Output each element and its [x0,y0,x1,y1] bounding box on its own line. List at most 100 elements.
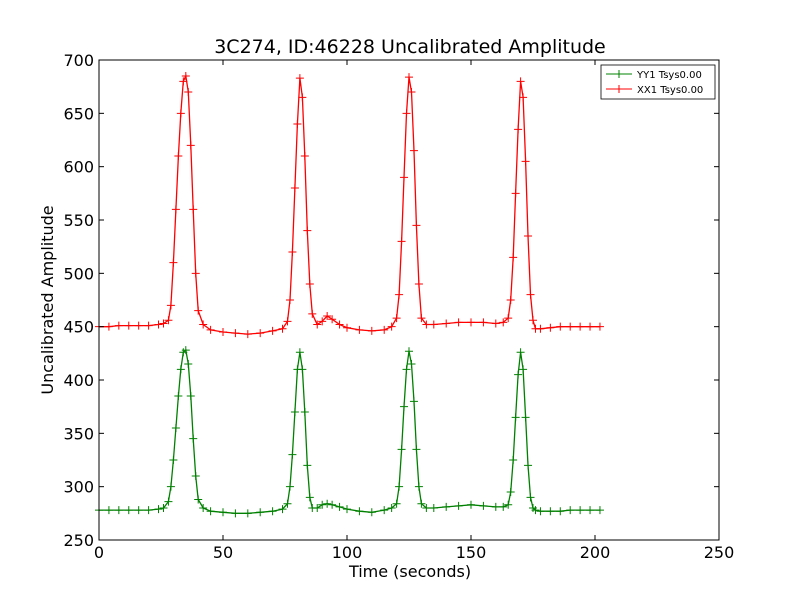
y-tick-label: 250 [63,531,94,550]
data-point-xx1 [298,93,307,102]
series-line-xx1 [99,73,600,335]
data-point-xx1 [181,72,190,80]
data-point-yy1 [576,506,585,515]
data-point-xx1 [159,319,168,328]
data-point-yy1 [536,507,545,516]
data-point-yy1 [479,501,488,510]
data-point-yy1 [429,504,438,512]
data-point-yy1 [407,360,416,368]
data-point-xx1 [313,320,322,329]
legend-label-xx1: XX1 Tsys0.00 [637,85,703,96]
data-point-yy1 [144,506,153,515]
data-point-yy1 [546,507,555,516]
data-point-yy1 [595,506,604,515]
data-point-xx1 [454,318,463,327]
data-point-yy1 [367,508,376,517]
data-point-xx1 [576,322,585,331]
data-point-xx1 [199,320,208,329]
data-point-xx1 [511,189,520,198]
data-point-xx1 [529,316,537,325]
data-point-xx1 [467,318,475,327]
data-point-xx1 [206,325,215,334]
data-point-xx1 [343,323,351,332]
data-point-xx1 [499,318,508,327]
data-point-yy1 [104,506,113,515]
data-point-xx1 [144,321,153,330]
y-tick-label: 400 [63,371,94,390]
data-point-xx1 [288,248,297,256]
data-point-yy1 [531,506,540,515]
y-tick-label: 650 [63,104,94,123]
data-point-xx1 [176,109,185,118]
y-tick-label: 450 [63,318,94,337]
plot-area: 0 50 100 150 200 250 250 300 350 400 450 500 550 600 6… [63,51,734,562]
data-point-yy1 [219,508,227,517]
legend-marker-xx1 [615,85,623,93]
data-point-xx1 [293,120,302,128]
data-point-yy1 [521,413,530,422]
data-point-yy1 [323,499,332,508]
legend: YY1 Tsys0.00 XX1 Tsys0.00 [600,64,716,100]
data-point-yy1 [206,507,215,516]
data-point-yy1 [318,500,327,509]
data-point-xx1 [300,152,309,160]
legend-box [600,64,716,100]
data-point-yy1 [509,456,518,464]
data-point-yy1 [504,500,513,509]
data-point-yy1 [395,482,404,491]
data-point-xx1 [509,253,518,262]
data-point-xx1 [171,205,180,214]
data-point-yy1 [164,497,173,506]
data-point-yy1 [519,365,528,374]
data-point-yy1 [499,502,508,511]
data-point-yy1 [199,504,208,512]
data-point-xx1 [114,321,123,330]
data-point-yy1 [154,505,163,514]
x-tick-label: 200 [580,543,611,562]
data-point-xx1 [278,324,287,333]
data-point-yy1 [305,493,314,502]
x-axis-label: Time (seconds) [348,562,471,581]
data-point-yy1 [467,500,475,509]
data-point-xx1 [268,326,277,335]
data-point-yy1 [506,488,515,496]
y-tick-label: 300 [63,478,94,497]
data-point-xx1 [524,232,533,240]
data-point-xx1 [516,77,525,86]
data-point-xx1 [566,322,575,331]
data-point-yy1 [256,508,265,517]
data-point-yy1 [186,392,195,400]
data-point-xx1 [154,320,163,329]
data-point-xx1 [504,314,513,323]
data-point-yy1 [392,499,401,508]
data-point-xx1 [323,312,332,320]
data-point-xx1 [514,125,523,134]
data-point-xx1 [164,316,173,325]
data-point-xx1 [536,324,545,333]
data-point-yy1 [166,482,175,491]
data-point-yy1 [300,408,309,416]
data-point-yy1 [400,402,409,411]
data-point-xx1 [231,329,240,338]
data-point-xx1 [189,205,198,214]
data-point-yy1 [526,493,535,502]
y-tick-label: 550 [63,211,94,230]
data-point-xx1 [243,330,252,339]
data-point-yy1 [514,370,523,379]
data-point-xx1 [595,322,604,331]
axes-frame [98,59,720,541]
data-point-xx1 [290,184,299,192]
data-point-yy1 [586,506,595,515]
x-tick-label: 0 [94,543,104,562]
data-point-xx1 [380,325,389,334]
data-point-xx1 [328,315,337,324]
data-point-yy1 [243,509,252,518]
legend-label-yy1: YY1 Tsys0.00 [636,70,702,81]
data-point-xx1 [283,317,292,326]
data-point-yy1 [171,424,180,432]
data-point-yy1 [343,505,351,514]
y-axis-label: Uncalibrated Amplitude [38,205,57,394]
data-point-xx1 [402,109,411,118]
data-point-xx1 [526,290,535,299]
x-tick-label: 250 [704,543,735,562]
